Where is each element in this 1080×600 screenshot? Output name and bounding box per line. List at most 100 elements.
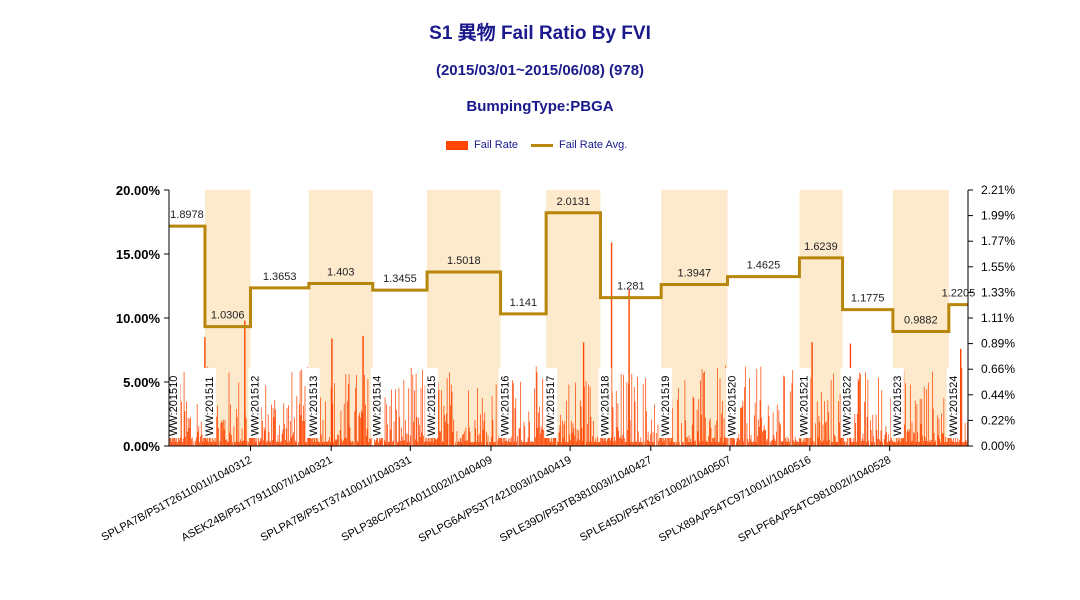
- bar: [474, 419, 476, 446]
- bar: [377, 437, 379, 446]
- bar: [834, 434, 835, 446]
- bar: [789, 391, 791, 446]
- bar: [289, 441, 290, 446]
- bar: [304, 386, 306, 446]
- bar: [840, 436, 842, 446]
- bar: [360, 417, 361, 446]
- bar: [685, 420, 687, 446]
- bar: [722, 442, 724, 446]
- bar: [610, 440, 611, 446]
- bar: [236, 417, 238, 446]
- bar: [798, 442, 799, 446]
- bar: [657, 424, 659, 446]
- bar: [323, 442, 325, 446]
- bar: [878, 377, 879, 446]
- bar: [237, 441, 239, 446]
- bar: [735, 442, 737, 446]
- bar: [177, 442, 178, 446]
- x-tick-label: SPLE45D/P54T2671002I/1040507: [578, 454, 733, 544]
- bar: [412, 374, 414, 446]
- bar: [385, 441, 387, 446]
- bar: [856, 413, 858, 446]
- bar: [647, 431, 649, 446]
- bar: [897, 435, 899, 446]
- bar: [190, 417, 191, 446]
- bar: [491, 396, 493, 446]
- bar: [825, 422, 826, 446]
- legend-item-fail-rate-avg[interactable]: Fail Rate Avg.: [531, 139, 627, 151]
- bar: [859, 372, 861, 446]
- bar: [215, 442, 217, 446]
- bar: [468, 390, 469, 446]
- bar: [227, 442, 229, 446]
- bar: [958, 442, 959, 446]
- bar: [504, 441, 506, 446]
- bar: [802, 440, 804, 446]
- bar: [201, 434, 203, 446]
- bar: [473, 442, 475, 446]
- bar: [180, 437, 182, 446]
- bar: [517, 436, 518, 446]
- bar: [414, 390, 415, 446]
- bar: [653, 442, 655, 446]
- bar: [722, 400, 723, 446]
- bar: [693, 398, 695, 446]
- y-left-tick-label: 10.00%: [116, 311, 161, 326]
- bar: [548, 438, 550, 446]
- bar: [573, 427, 575, 446]
- bar: [235, 442, 236, 446]
- bar: [222, 419, 224, 446]
- bar: [423, 435, 424, 446]
- bar: [188, 428, 190, 446]
- bar: [692, 396, 694, 446]
- bar: [198, 426, 200, 446]
- bar: [713, 438, 714, 446]
- bar: [337, 434, 339, 446]
- bar: [536, 372, 538, 446]
- bar: [290, 437, 292, 446]
- bar: [559, 425, 561, 446]
- bar: [614, 436, 615, 446]
- bar: [405, 433, 407, 446]
- bar: [715, 441, 717, 446]
- bar: [799, 439, 801, 446]
- bar: [285, 428, 287, 446]
- bar: [392, 440, 394, 446]
- bar: [940, 442, 941, 446]
- bar: [458, 440, 459, 446]
- week-label: WW:201512: [249, 376, 261, 436]
- bar: [463, 433, 464, 446]
- y-right-tick-label: 1.99%: [981, 209, 1015, 223]
- bar: [383, 440, 385, 446]
- bar: [585, 380, 587, 446]
- x-tick-label: ASEK24B/P51T7911007I/1040321: [180, 454, 335, 544]
- bar: [249, 435, 250, 446]
- bar: [457, 442, 459, 446]
- week-label-bg: [725, 368, 739, 438]
- bar: [492, 419, 494, 446]
- bar: [350, 440, 352, 446]
- bar: [365, 404, 366, 446]
- bar: [909, 429, 910, 446]
- legend-item-fail-rate[interactable]: Fail Rate: [446, 139, 518, 151]
- bar: [572, 423, 574, 446]
- bar: [865, 372, 866, 446]
- bar: [634, 401, 636, 446]
- bar: [186, 401, 187, 446]
- bar: [200, 436, 201, 446]
- bar: [342, 442, 343, 446]
- bar: [378, 436, 380, 446]
- bar: [644, 441, 646, 446]
- bar: [763, 425, 765, 446]
- bar: [258, 437, 259, 446]
- avg-data-label: 1.6239: [804, 241, 838, 253]
- bar: [895, 442, 897, 446]
- bar: [417, 441, 419, 446]
- bar: [278, 442, 280, 446]
- bar: [857, 378, 859, 446]
- bar: [471, 442, 473, 446]
- avg-data-label: 1.3947: [678, 267, 712, 279]
- bar: [597, 442, 599, 446]
- bar: [787, 441, 789, 446]
- bar: [193, 441, 195, 446]
